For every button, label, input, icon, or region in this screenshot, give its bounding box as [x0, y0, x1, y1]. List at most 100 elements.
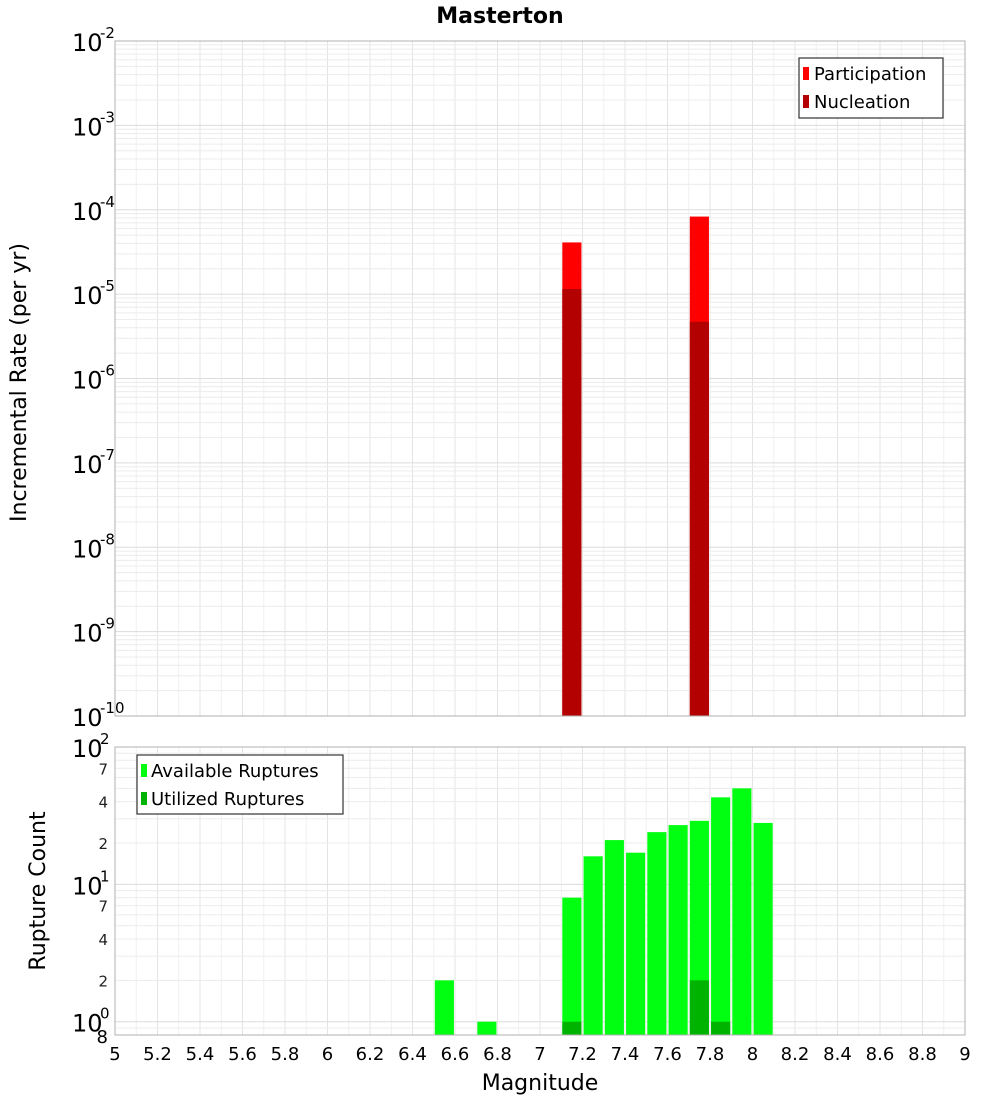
legend-swatch	[803, 95, 809, 108]
available-ruptures-bar	[583, 856, 603, 1035]
y-tick-label: 100	[72, 1005, 110, 1038]
available-ruptures-bar	[732, 788, 752, 1035]
y-tick-base: 10	[72, 282, 103, 310]
legend-label: Available Ruptures	[151, 761, 319, 782]
legend-box	[798, 57, 944, 119]
legend-swatch	[141, 792, 147, 805]
available-ruptures-bar	[604, 840, 624, 1035]
y-tick-exponent: -5	[100, 277, 115, 295]
x-tick-label: 8.4	[823, 1044, 852, 1065]
x-tick-label: 7.6	[653, 1044, 682, 1065]
y-tick-base: 10	[72, 29, 103, 57]
y-tick-base: 10	[72, 198, 103, 226]
nucleation-bar	[562, 289, 582, 716]
legend-bottom: Available Ruptures Utilized Ruptures	[136, 754, 344, 815]
legend-box	[136, 754, 344, 815]
y-tick-label: 102	[72, 730, 110, 763]
available-ruptures-bar	[753, 822, 773, 1035]
available-ruptures-bar	[562, 897, 582, 1035]
x-tick-label: 8	[747, 1044, 758, 1065]
y-tick-base: 10	[72, 704, 103, 732]
y-minor-tick-label: 2	[98, 835, 108, 853]
y-tick-base: 10	[72, 735, 103, 763]
legend-label: Nucleation	[814, 92, 910, 113]
y-tick-base: 10	[72, 367, 103, 395]
y-minor-tick-label: 7	[98, 898, 108, 916]
y-tick-exponent: -2	[100, 24, 115, 42]
x-tick-label: 6.6	[441, 1044, 470, 1065]
top-panel: 10-1010-910-810-710-610-510-410-310-2Inc…	[7, 24, 966, 732]
y-tick-label: 10-9	[72, 615, 115, 648]
y-minor-tick-label: 2	[98, 972, 108, 990]
series-nucleation	[562, 289, 709, 716]
x-tick-label: 7	[534, 1044, 545, 1065]
x-tick-label: 6.4	[398, 1044, 427, 1065]
y-tick-base: 10	[72, 113, 103, 141]
y-tick-base: 10	[72, 1010, 103, 1038]
x-tick-label: 5	[109, 1044, 120, 1065]
y-tick-label: 10-10	[72, 699, 125, 732]
y-minor-tick-label: 4	[98, 794, 108, 812]
x-tick-label: 6.2	[356, 1044, 385, 1065]
y-tick-exponent: -7	[100, 446, 115, 464]
available-ruptures-bar	[668, 825, 688, 1035]
y-tick-exponent: -8	[100, 530, 115, 548]
y-tick-label: 10-4	[72, 193, 115, 226]
y-tick-label: 101	[72, 867, 110, 900]
y-tick-base: 10	[72, 451, 103, 479]
x-tick-label: 7.8	[696, 1044, 725, 1065]
legend-swatch	[141, 764, 147, 777]
y-tick-exponent: 2	[100, 730, 110, 748]
utilized-ruptures-bar	[689, 980, 709, 1035]
x-tick-label: 7.4	[611, 1044, 640, 1065]
y-tick-exponent: 0	[100, 1005, 110, 1023]
y-tick-exponent: -4	[100, 193, 115, 211]
y-tick-label: 10-7	[72, 446, 115, 479]
y-minor-tick-label: 7	[98, 760, 108, 778]
x-tick-label: 5.8	[271, 1044, 300, 1065]
series-available-ruptures	[434, 788, 773, 1035]
x-tick-label: 8.8	[908, 1044, 937, 1065]
available-ruptures-bar	[711, 797, 731, 1035]
x-tick-label: 5.4	[186, 1044, 215, 1065]
y-tick-base: 10	[72, 620, 103, 648]
legend-swatch	[803, 67, 809, 80]
legend-label: Utilized Ruptures	[151, 789, 304, 810]
chart-title: Masterton	[436, 4, 563, 29]
available-ruptures-bar	[477, 1021, 497, 1035]
x-tick-label: 6.8	[483, 1044, 512, 1065]
nucleation-bar	[689, 321, 709, 716]
x-tick-label: 5.2	[143, 1044, 172, 1065]
x-tick-label: 9	[959, 1044, 970, 1065]
y-tick-exponent: 1	[100, 867, 110, 885]
y-tick-label: 10-8	[72, 530, 115, 563]
x-axis-label: Magnitude	[482, 1071, 599, 1096]
y-tick-exponent: -9	[100, 615, 115, 633]
top-plot-border	[114, 40, 966, 717]
x-tick-label: 8.2	[781, 1044, 810, 1065]
y-tick-label: 10-5	[72, 277, 115, 310]
utilized-ruptures-bar	[711, 1021, 731, 1035]
x-tick-label: 7.2	[568, 1044, 597, 1065]
y-tick-base: 10	[72, 872, 103, 900]
available-ruptures-bar	[434, 980, 454, 1035]
legend-top: Participation Nucleation	[798, 57, 944, 119]
y-tick-base: 10	[72, 535, 103, 563]
y-minor-tick-label: 4	[98, 931, 108, 949]
bottom-plot-border	[114, 746, 966, 1036]
y-tick-label: 10-6	[72, 362, 115, 395]
x-tick-label: 5.6	[228, 1044, 257, 1065]
available-ruptures-bar	[626, 852, 646, 1035]
utilized-ruptures-bar	[562, 1021, 582, 1035]
y-tick-exponent: -10	[100, 699, 125, 717]
y-axis-label-top: Incremental Rate (per yr)	[7, 243, 32, 522]
x-tick-label: 6	[322, 1044, 333, 1065]
y-tick-exponent: -6	[100, 362, 115, 380]
available-ruptures-bar	[647, 832, 667, 1035]
series-utilized-ruptures	[562, 980, 731, 1035]
y-tick-exponent: -3	[100, 108, 115, 126]
y-tick-label: 10-3	[72, 108, 115, 141]
y-minor-tick-label: 8	[97, 1027, 108, 1048]
